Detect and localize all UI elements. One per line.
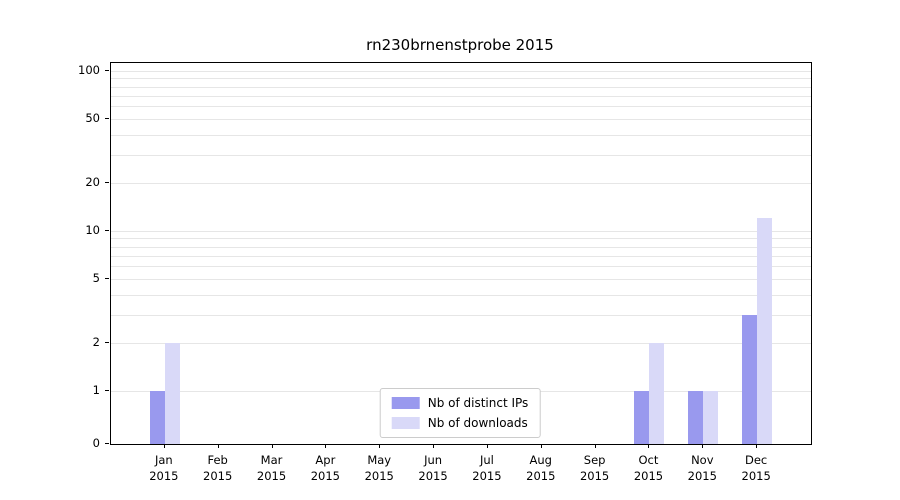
- gridline: [111, 294, 811, 296]
- x-tick-mark: [163, 444, 165, 448]
- x-tick-label: Jan 2015: [149, 453, 179, 483]
- y-tick-mark: [105, 278, 109, 280]
- bar-downloads: [649, 343, 665, 444]
- legend-swatch-distinct-ips: [391, 397, 420, 409]
- bar-distinct-ips: [742, 315, 758, 444]
- y-tick-mark: [105, 341, 109, 343]
- bar-distinct-ips: [634, 391, 650, 444]
- y-tick-label: 10: [85, 223, 100, 237]
- y-tick-mark: [105, 443, 109, 444]
- legend-swatch-downloads: [391, 417, 420, 429]
- x-tick-mark: [540, 444, 542, 448]
- x-tick-label: Nov 2015: [687, 453, 717, 483]
- x-tick-label: Feb 2015: [203, 453, 233, 483]
- legend-label-downloads: Nb of downloads: [427, 416, 528, 430]
- x-tick-label: Sep 2015: [579, 453, 610, 483]
- x-tick-mark: [325, 444, 327, 448]
- x-tick-mark: [379, 444, 381, 448]
- gridline: [111, 95, 811, 97]
- gridline: [111, 71, 811, 72]
- gridline: [111, 134, 811, 136]
- x-tick-label: Oct 2015: [633, 453, 664, 483]
- gridline: [111, 86, 811, 88]
- bar-distinct-ips: [688, 391, 704, 444]
- x-tick-label: May 2015: [364, 453, 394, 483]
- y-tick-label: 0: [92, 436, 100, 450]
- gridline: [111, 182, 811, 184]
- gridline: [111, 266, 811, 268]
- x-tick-mark: [702, 444, 704, 448]
- bar-downloads: [703, 391, 719, 444]
- x-tick-mark: [648, 444, 650, 448]
- gridline: [111, 238, 811, 240]
- y-tick-label: 2: [92, 334, 100, 349]
- gridline: [111, 314, 811, 316]
- y-tick-label: 5: [92, 271, 100, 286]
- y-tick-mark: [105, 390, 109, 391]
- bar-distinct-ips: [149, 391, 165, 444]
- plot-area: [110, 62, 812, 445]
- x-tick-label: Jun 2015: [418, 453, 448, 483]
- bar-downloads: [757, 218, 773, 444]
- x-tick-mark: [756, 444, 758, 448]
- legend-item-downloads: Nb of downloads: [391, 416, 529, 430]
- x-tick-mark: [217, 444, 219, 448]
- x-tick-label: Mar 2015: [256, 453, 287, 483]
- x-tick-label: Apr 2015: [310, 453, 341, 483]
- gridline: [111, 154, 811, 156]
- x-tick-mark: [594, 444, 596, 448]
- legend-label-distinct-ips: Nb of distinct IPs: [427, 396, 529, 410]
- legend: Nb of distinct IPs Nb of downloads: [379, 388, 541, 438]
- y-tick-label: 50: [85, 111, 100, 126]
- y-tick-mark: [105, 181, 109, 183]
- y-tick-label: 1: [92, 383, 100, 397]
- gridline: [111, 106, 811, 108]
- gridline: [111, 119, 811, 121]
- x-tick-mark: [271, 444, 273, 448]
- y-tick-label: 100: [78, 63, 100, 77]
- gridline: [111, 78, 811, 80]
- x-tick-label: Jul 2015: [472, 453, 502, 483]
- bar-downloads: [164, 343, 180, 444]
- x-tick-mark: [433, 444, 435, 448]
- gridline: [111, 342, 811, 344]
- y-tick-mark: [105, 118, 109, 120]
- x-tick-label: Dec 2015: [741, 453, 771, 483]
- y-tick-mark: [105, 70, 109, 71]
- gridline: [111, 255, 811, 257]
- y-tick-label: 20: [85, 174, 100, 189]
- x-tick-mark: [486, 444, 488, 448]
- chart-title: rn230brnenstprobe 2015: [366, 36, 554, 54]
- gridline: [111, 246, 811, 248]
- gridline: [111, 279, 811, 281]
- y-tick-mark: [105, 230, 109, 231]
- legend-item-distinct-ips: Nb of distinct IPs: [391, 396, 529, 410]
- x-tick-label: Aug 2015: [526, 453, 556, 483]
- gridline: [111, 231, 811, 232]
